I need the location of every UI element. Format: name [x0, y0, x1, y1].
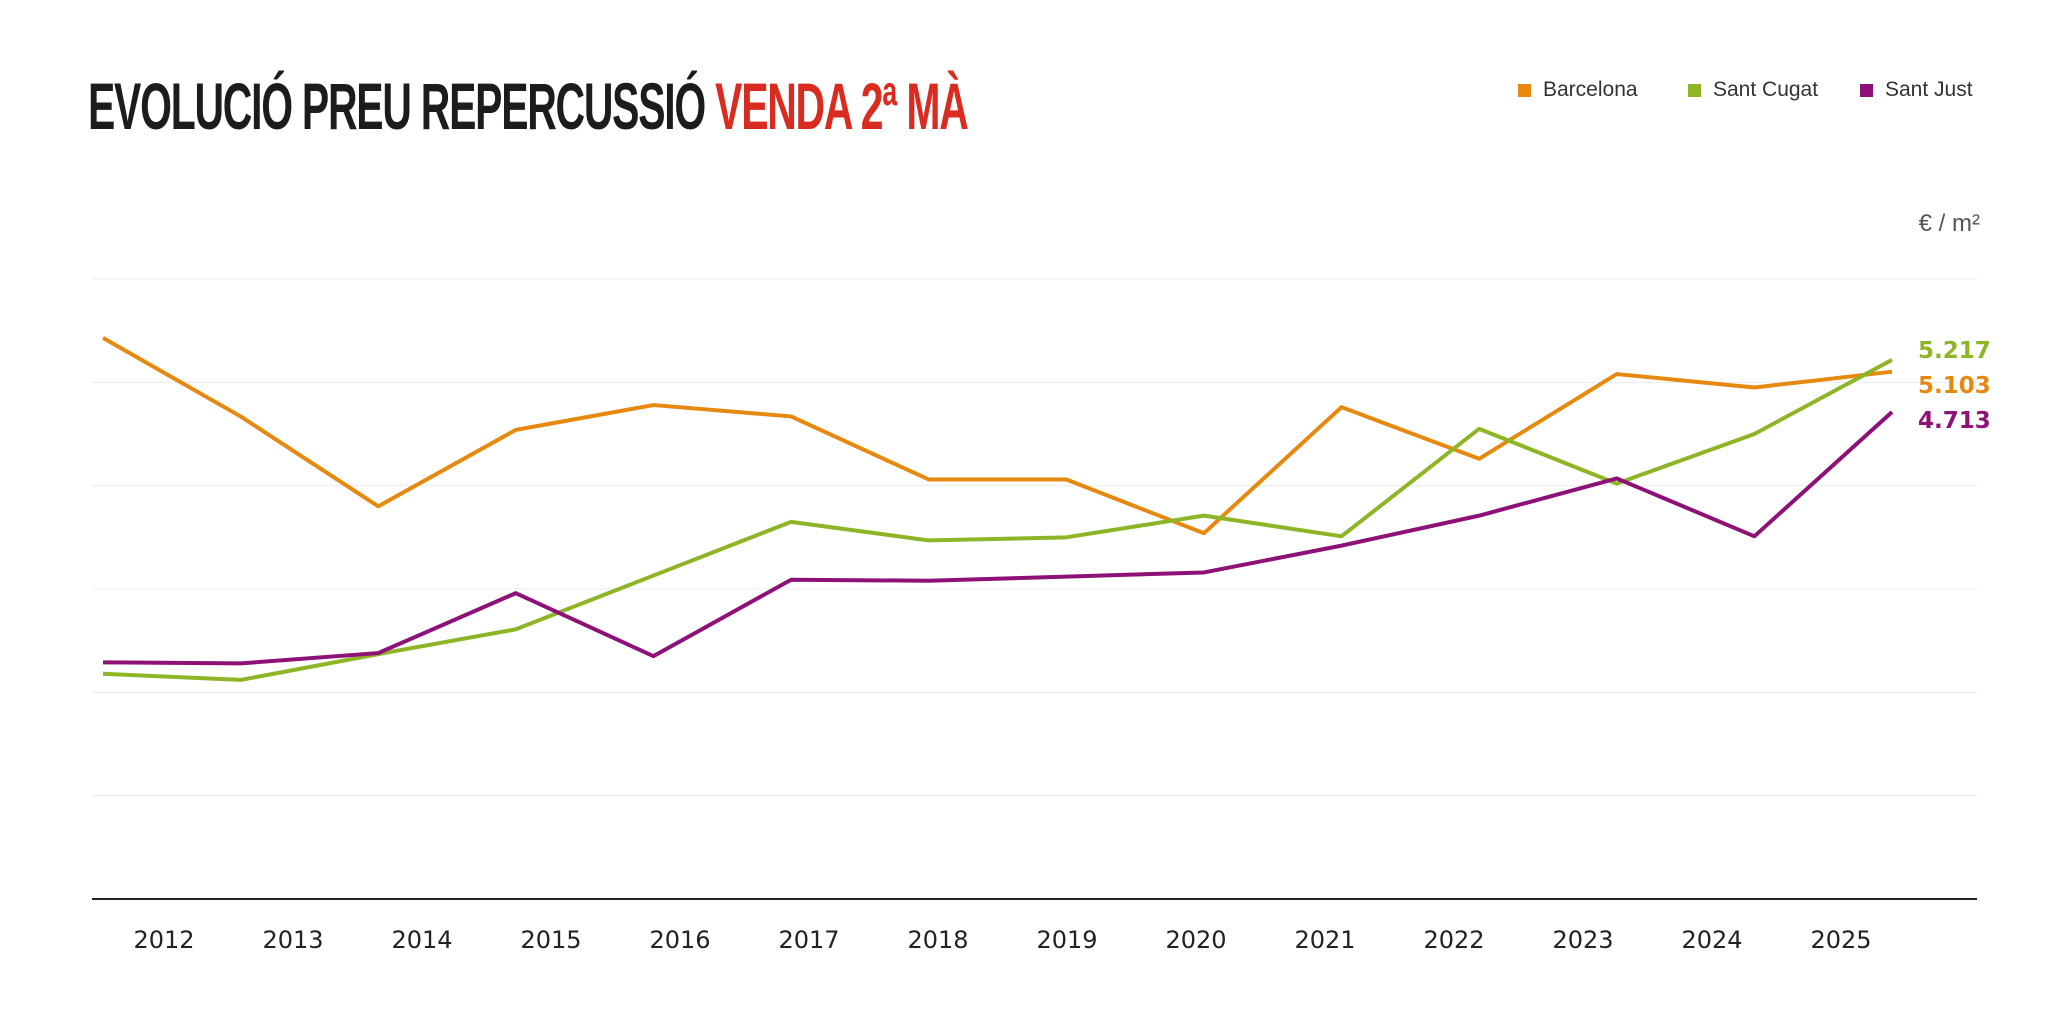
x-tick-label: 2024: [1681, 926, 1742, 954]
x-tick-label: 2025: [1810, 926, 1871, 954]
legend-swatch: [1518, 83, 1531, 97]
x-tick-label: 2018: [907, 926, 968, 954]
x-tick-label: 2015: [520, 926, 581, 954]
x-tick-label: 2016: [649, 926, 710, 954]
x-tick-label: 2014: [391, 926, 452, 954]
x-tick-label: 2021: [1294, 926, 1355, 954]
legend-label: Sant Just: [1885, 78, 1973, 101]
legend-item-sant-just: Sant Just: [1860, 78, 1973, 102]
end-value-label: 5.103: [1918, 373, 1991, 399]
x-tick-label: 2019: [1036, 926, 1097, 954]
legend-swatch: [1688, 83, 1701, 97]
x-tick-label: 2023: [1552, 926, 1613, 954]
unit-label: € / m²: [1918, 210, 1980, 237]
x-tick-label: 2022: [1423, 926, 1484, 954]
x-tick-label: 2017: [778, 926, 839, 954]
chart-title: EVOLUCIÓ PREU REPERCUSSIÓ VENDA 2ª MÀ: [88, 68, 969, 144]
legend-label: Sant Cugat: [1713, 78, 1819, 101]
x-tick-label: 2012: [133, 926, 194, 954]
series-line-sant-just: [102, 410, 1894, 666]
x-tick-label: 2013: [262, 926, 323, 954]
x-tick-label: 2020: [1165, 926, 1226, 954]
end-value-label: 5.217: [1918, 338, 1991, 364]
end-value-label: 4.713: [1918, 408, 1991, 434]
legend-label: Barcelona: [1543, 78, 1638, 101]
series-line-barcelona: [102, 336, 1893, 536]
legend-item-barcelona: Barcelona: [1518, 78, 1638, 102]
title-accent: VENDA 2ª MÀ: [715, 69, 969, 143]
series-line-sant-cugat: [102, 358, 1893, 682]
legend-item-sant-cugat: Sant Cugat: [1688, 78, 1818, 102]
title-main: EVOLUCIÓ PREU REPERCUSSIÓ: [88, 69, 706, 143]
legend-swatch: [1860, 83, 1873, 97]
